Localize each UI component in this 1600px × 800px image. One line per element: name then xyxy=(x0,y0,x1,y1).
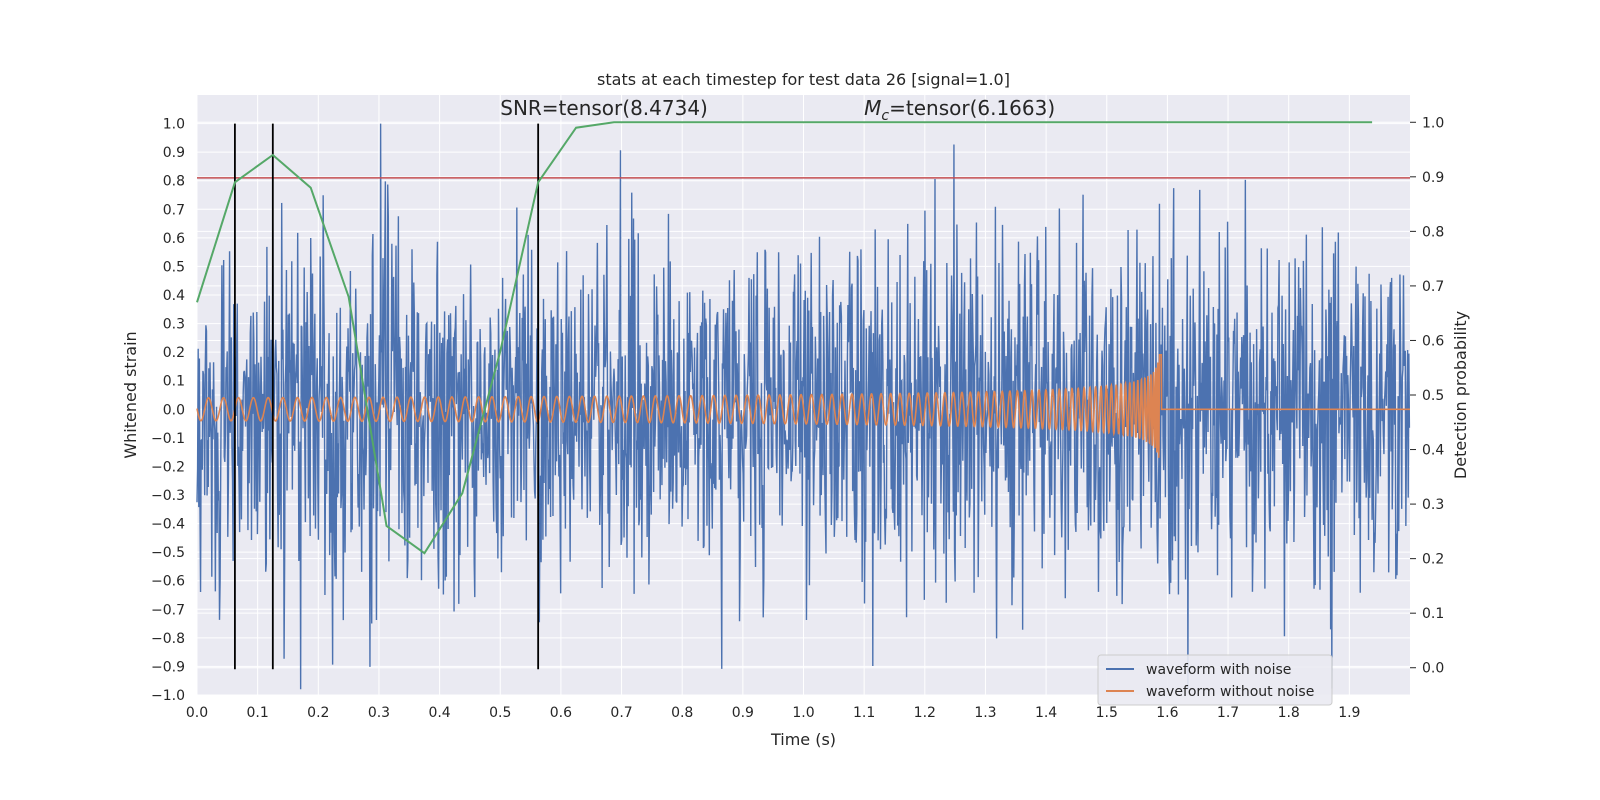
y-tick-label: −0.2 xyxy=(151,459,185,475)
y2-axis-label: Detection probability xyxy=(1451,311,1470,479)
y2-tick-label: 0.5 xyxy=(1422,388,1444,404)
x-tick-label: 0.7 xyxy=(610,705,632,721)
y-tick-label: −1.0 xyxy=(151,688,185,704)
y2-tick-label: 0.0 xyxy=(1422,661,1444,677)
x-tick-label: 0.8 xyxy=(671,705,693,721)
x-axis-label: Time (s) xyxy=(770,730,836,749)
x-tick-label: 0.1 xyxy=(247,705,269,721)
x-tick-label: 1.2 xyxy=(914,705,936,721)
y-tick-label: 0.3 xyxy=(163,317,185,333)
y-tick-label: −0.9 xyxy=(151,659,185,675)
annotation-mc-symbol: M xyxy=(864,96,881,120)
y2-tick-label: 1.0 xyxy=(1422,115,1444,131)
y-tick-label: 0.7 xyxy=(163,202,185,218)
y-tick-label: 0.2 xyxy=(163,345,185,361)
x-tick-label: 0.6 xyxy=(550,705,572,721)
y-tick-label: −0.1 xyxy=(151,431,185,447)
x-tick-label: 0.4 xyxy=(428,705,450,721)
x-tick-label: 1.5 xyxy=(1096,705,1118,721)
legend-label-clean: waveform without noise xyxy=(1146,684,1314,700)
x-tick-label: 1.6 xyxy=(1156,705,1178,721)
detection-probability-line xyxy=(196,121,1373,555)
x-tick-label: 1.8 xyxy=(1278,705,1300,721)
y-ticks: −1.0 −0.9 −0.8 −0.7 −0.6 −0.5 −0.4 −0.3 −0.2 −0.1… xyxy=(151,117,185,704)
series-waveform-with-noise xyxy=(196,123,1411,690)
x-tick-label: 0.5 xyxy=(489,705,511,721)
annotation-chirp-mass: Mc=tensor(6.1663) xyxy=(864,96,1055,124)
y2-tick-label: 0.6 xyxy=(1422,333,1444,349)
x-tick-label: 1.4 xyxy=(1035,705,1057,721)
y2-tick-label: 0.4 xyxy=(1422,443,1444,459)
waveform-with-noise-line xyxy=(196,123,1411,690)
y-tick-label: 0.6 xyxy=(163,231,185,247)
legend-label-noise: waveform with noise xyxy=(1146,662,1291,678)
x-tick-label: 0.9 xyxy=(732,705,754,721)
y-tick-label: −0.5 xyxy=(151,545,185,561)
annotation-snr: SNR=tensor(8.4734) xyxy=(500,96,708,120)
x-tick-label: 1.7 xyxy=(1217,705,1239,721)
annotation-mc-value: =tensor(6.1663) xyxy=(889,96,1055,120)
waveform-without-noise-line xyxy=(196,354,1410,458)
y2-tick-label: 0.8 xyxy=(1422,224,1444,240)
y-tick-label: −0.8 xyxy=(151,631,185,647)
y-tick-label: −0.3 xyxy=(151,488,185,504)
x-tick-label: 1.9 xyxy=(1338,705,1360,721)
y2-tick-label: 0.1 xyxy=(1422,606,1444,622)
y-tick-label: 0.8 xyxy=(163,174,185,190)
legend-box xyxy=(1097,654,1333,706)
y-tick-label: −0.4 xyxy=(151,517,185,533)
x-ticks: 0.0 0.1 0.2 0.3 0.4 0.5 0.6 0.7 0.8 0.9 1.0 1.1 1.2 1… xyxy=(186,705,1361,721)
y2-tick-label: 0.9 xyxy=(1422,170,1444,186)
y-tick-label: 0.9 xyxy=(163,145,185,161)
y-tick-label: 0.5 xyxy=(163,259,185,275)
y-tick-label: 0.1 xyxy=(163,374,185,390)
annotation-mc-subscript: c xyxy=(881,108,889,124)
y-tick-label: 0.4 xyxy=(163,288,185,304)
y-tick-label: −0.7 xyxy=(151,602,185,618)
series-waveform-without-noise xyxy=(196,354,1410,458)
series-detection-probability xyxy=(196,121,1373,555)
trigger-lines xyxy=(234,123,540,670)
y2-ticks: 0.0 0.1 0.2 0.3 0.4 0.5 0.6 0.7 0.8 0.9 1.0 xyxy=(1410,115,1444,677)
y-axis-label: Whitened strain xyxy=(121,331,140,458)
x-tick-label: 1.3 xyxy=(974,705,996,721)
legend: waveform with noise waveform without noi… xyxy=(1097,654,1333,706)
chart-title: stats at each timestep for test data 26 … xyxy=(597,70,1010,89)
x-tick-label: 0.0 xyxy=(186,705,208,721)
y2-tick-label: 0.3 xyxy=(1422,497,1444,513)
x-tick-label: 0.3 xyxy=(368,705,390,721)
y-tick-label: 0.0 xyxy=(163,402,185,418)
y2-tick-label: 0.7 xyxy=(1422,279,1444,295)
y-tick-label: 1.0 xyxy=(163,117,185,133)
y2-tick-label: 0.2 xyxy=(1422,552,1444,568)
x-tick-label: 1.0 xyxy=(792,705,814,721)
x-tick-label: 0.2 xyxy=(307,705,329,721)
y-tick-label: −0.6 xyxy=(151,574,185,590)
x-tick-label: 1.1 xyxy=(853,705,875,721)
